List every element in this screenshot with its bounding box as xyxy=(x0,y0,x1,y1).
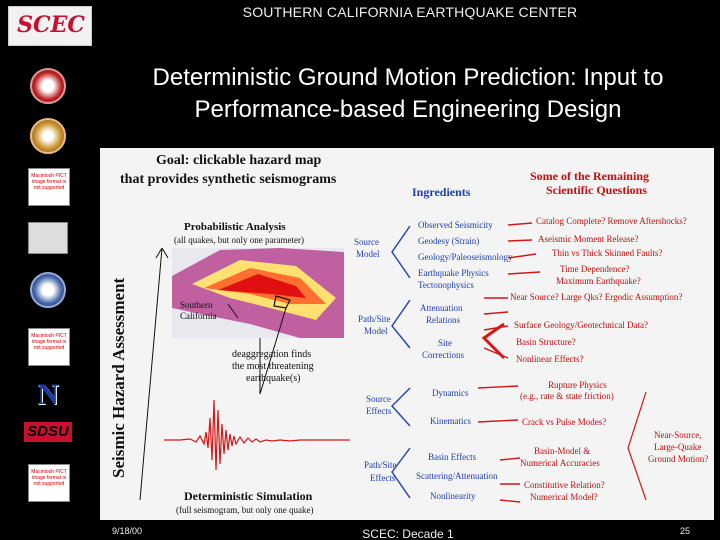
question-item: (e.g., rate & state friction) xyxy=(520,391,614,401)
question-item: Crack vs Pulse Modes? xyxy=(522,417,606,427)
ingredient-item: Nonlinearity xyxy=(430,491,476,501)
ingredient-item: Site xyxy=(438,338,452,348)
path-site-model-label-1: Path/Site xyxy=(358,314,391,324)
question-item: Maximum Earthquake? xyxy=(556,276,641,286)
ingredient-item: Attenuation xyxy=(420,303,463,313)
nd-logo: N xyxy=(37,378,59,411)
goal-line-1: Goal: clickable hazard map xyxy=(156,153,321,168)
slide-title-line-2: Performance-based Engineering Design xyxy=(194,96,622,123)
probabilistic-analysis-subtitle: (all quakes, but only one parameter) xyxy=(174,235,304,245)
source-model-label-1: Source xyxy=(354,237,379,247)
missing-pict-image: Macintosh PICT image format is not suppo… xyxy=(28,464,70,502)
socal-label-1: Southern xyxy=(180,300,213,310)
ingredient-item: Observed Seismicity xyxy=(418,220,493,230)
hazard-assessment-figure: Goal: clickable hazard map that provides… xyxy=(100,148,714,520)
probabilistic-analysis-title: Probabilistic Analysis xyxy=(184,221,286,233)
slide-title: Deterministic Ground Motion Prediction: … xyxy=(100,62,716,126)
socal-label-2: California xyxy=(180,311,217,321)
deaggregation-line-3: earthquake(s) xyxy=(246,373,300,384)
question-item: Time Dependence? xyxy=(560,264,629,274)
institution-sidebar: Macintosh PICT image format is not suppo… xyxy=(0,50,96,540)
torch-seal-icon xyxy=(30,118,66,154)
question-item: Numerical Model? xyxy=(530,492,598,502)
ingredient-item: Scattering/Attenuation xyxy=(416,471,498,481)
ucla-seal-icon xyxy=(30,272,66,308)
question-item: Nonlinear Effects? xyxy=(516,354,584,364)
path-site-model-label-2: Model xyxy=(364,326,388,336)
seismic-hazard-vertical-label: Seismic Hazard Assessment xyxy=(109,277,128,478)
deaggregation-line-2: the most threatening xyxy=(232,361,314,372)
path-site-effects-label-1: Path/Site xyxy=(364,460,397,470)
source-effects-label-2: Effects xyxy=(366,406,392,416)
hazard-diagram: Goal: clickable hazard map that provides… xyxy=(109,153,708,515)
missing-pict-text: Macintosh PICT image format is not suppo… xyxy=(31,469,67,487)
ingredient-item: Kinematics xyxy=(430,416,471,426)
ingredient-item: Dynamics xyxy=(432,388,469,398)
ingredient-item: Tectonophysics xyxy=(418,280,474,290)
source-effects-label-1: Source xyxy=(366,394,391,404)
footer-date: 9/18/00 xyxy=(112,526,143,536)
sdsu-logo: SDSU xyxy=(24,422,72,442)
goal-line-2: that provides synthetic seismograms xyxy=(120,172,337,187)
missing-pict-image: Macintosh PICT image format is not suppo… xyxy=(28,328,70,366)
missing-pict-text: Macintosh PICT image format is not suppo… xyxy=(31,173,67,191)
seismogram-trace xyxy=(164,399,350,471)
questions-title-line-1: Some of the Remaining xyxy=(530,169,649,183)
question-item: Near Source? Large Qks? Ergodic Assumpti… xyxy=(510,292,682,302)
slide-title-line-1: Deterministic Ground Motion Prediction: … xyxy=(152,64,664,91)
deterministic-simulation-subtitle: (full seismogram, but only one quake) xyxy=(176,505,313,515)
question-item: Constitutive Relation? xyxy=(524,480,605,490)
slide-header: SCEC SOUTHERN CALIFORNIA EARTHQUAKE CENT… xyxy=(0,0,720,46)
question-item: Thin vs Thick Skinned Faults? xyxy=(552,248,662,258)
question-item: Aseismic Moment Release? xyxy=(538,234,638,244)
question-item: Numerical Accuracies xyxy=(520,458,600,468)
ingredient-item: Relations xyxy=(426,315,460,325)
ingredient-item: Corrections xyxy=(422,350,464,360)
building-seal-icon xyxy=(28,222,68,254)
red-bracket xyxy=(481,322,506,360)
question-item: Near-Source, xyxy=(654,430,702,440)
header-title: SOUTHERN CALIFORNIA EARTHQUAKE CENTER xyxy=(242,4,578,20)
ingredient-item: Earthquake Physics xyxy=(418,268,489,278)
ingredient-brackets xyxy=(391,225,411,499)
ingredient-item: Geology/Paleoseismology xyxy=(418,252,513,262)
ingredient-item: Geodesy (Strain) xyxy=(418,236,479,246)
hazard-map: Southern California xyxy=(172,248,344,338)
ingredients-title: Ingredients xyxy=(412,185,471,199)
question-item: Large-Quake xyxy=(654,442,701,452)
question-item: Basin-Model & xyxy=(534,446,590,456)
footer-center-text: SCEC: Decade 1 xyxy=(362,527,454,540)
ingredient-item: Basin Effects xyxy=(428,452,477,462)
university-seal-icon xyxy=(30,68,66,104)
scec-logo-text: SCEC xyxy=(17,12,85,38)
scec-logo: SCEC xyxy=(8,6,92,46)
page-number: 25 xyxy=(680,526,691,536)
deaggregation-line-1: deaggregation finds xyxy=(232,349,311,360)
questions-title-line-2: Scientific Questions xyxy=(546,183,647,197)
source-model-label-2: Model xyxy=(356,249,380,259)
missing-pict-image: Macintosh PICT image format is not suppo… xyxy=(28,168,70,206)
question-item: Ground Motion? xyxy=(648,454,708,464)
missing-pict-text: Macintosh PICT image format is not suppo… xyxy=(31,333,67,351)
question-item: Basin Structure? xyxy=(516,337,576,347)
deterministic-simulation-title: Deterministic Simulation xyxy=(184,489,313,503)
path-site-effects-label-2: Effects xyxy=(370,473,396,483)
question-item: Surface Geology/Geotechnical Data? xyxy=(514,320,648,330)
question-item: Catalog Complete? Remove Aftershocks? xyxy=(536,216,687,226)
question-item: Rupture Physics xyxy=(548,380,607,390)
red-bracket-right xyxy=(627,391,647,501)
